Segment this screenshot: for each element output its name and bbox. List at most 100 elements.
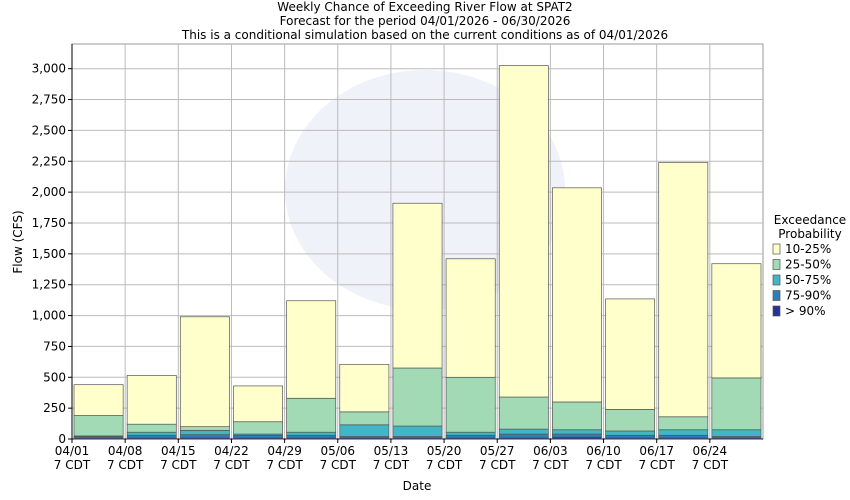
bar-segment: [179, 434, 230, 439]
bar-segment: [445, 434, 496, 439]
bar-segment: [339, 411, 390, 426]
legend-swatch: [772, 290, 781, 301]
bar-segment: [179, 430, 230, 436]
x-tick-label: 7 CDT: [426, 458, 463, 472]
bar-segment: [552, 433, 602, 438]
x-tick-label: 06/24: [693, 444, 728, 458]
x-tick-label: 06/10: [586, 444, 621, 458]
bar-segment: [498, 433, 549, 439]
bar-segment: [286, 434, 337, 439]
x-tick-label: 7 CDT: [160, 458, 197, 472]
bar-segment: [233, 434, 283, 439]
bar-segment: [233, 385, 283, 423]
x-tick-label: 7 CDT: [373, 458, 410, 472]
x-tick-label: 04/22: [214, 444, 249, 458]
x-tick-label: 05/20: [427, 444, 462, 458]
legend-label: 50-75%: [785, 273, 831, 287]
bar-segment: [179, 426, 230, 431]
x-tick-label: 7 CDT: [54, 458, 91, 472]
bar-segment: [126, 431, 177, 436]
x-tick-label: 7 CDT: [585, 458, 622, 472]
x-tick-label: 06/17: [639, 444, 674, 458]
bar-segment: [339, 363, 390, 413]
y-axis-label: Flow (CFS): [11, 210, 25, 273]
legend-swatch: [772, 243, 781, 255]
y-tick-label: 3,000: [32, 62, 66, 76]
x-tick-label: 7 CDT: [638, 458, 675, 472]
bar-segment: [498, 65, 549, 398]
y-tick-label: 2,750: [32, 93, 66, 107]
bar-segment: [658, 416, 709, 431]
x-tick-label: 7 CDT: [320, 458, 357, 472]
bar-segment: [392, 202, 443, 369]
bar-segment: [392, 425, 443, 437]
bar-segment: [286, 397, 337, 433]
y-tick-label: 1,000: [32, 309, 66, 323]
bar-segment: [711, 429, 762, 437]
bar-segment: [498, 396, 549, 430]
bar-segment: [552, 429, 602, 435]
bar-segment: [552, 187, 602, 403]
bar-segment: [73, 415, 124, 437]
x-tick-label: 7 CDT: [213, 458, 250, 472]
bar-segment: [126, 423, 177, 433]
bar-segment: [445, 376, 496, 433]
x-tick-label: 04/08: [108, 444, 143, 458]
x-tick-label: 04/29: [267, 444, 302, 458]
legend-swatch: [772, 259, 781, 270]
legend-title: Exceedance: [774, 213, 846, 227]
bar-segment: [445, 431, 496, 436]
legend-label: 25-50%: [785, 258, 831, 272]
bar-segment: [605, 434, 656, 439]
bar-segment: [658, 429, 709, 436]
y-tick-label: 2,500: [32, 123, 66, 137]
x-tick-label: 06/03: [533, 444, 568, 458]
y-tick-label: 750: [43, 339, 66, 353]
y-tick-label: 500: [43, 370, 66, 384]
legend-label: > 90%: [785, 304, 826, 318]
bar-segment: [552, 401, 602, 431]
bar-segment: [658, 434, 709, 439]
x-tick-label: 05/06: [320, 444, 355, 458]
x-tick-label: 7 CDT: [107, 458, 144, 472]
y-tick-label: 2,000: [32, 185, 66, 199]
y-tick-label: 0: [58, 432, 66, 446]
bar-segment: [126, 375, 177, 425]
x-tick-label: 7 CDT: [532, 458, 569, 472]
legend-title: Probability: [778, 227, 841, 241]
x-tick-label: 04/01: [55, 444, 90, 458]
y-tick-label: 250: [43, 401, 66, 415]
bar-segment: [233, 421, 283, 435]
x-axis-label: Date: [403, 479, 432, 493]
y-tick-label: 1,500: [32, 247, 66, 261]
x-tick-label: 05/13: [374, 444, 409, 458]
y-tick-label: 2,250: [32, 154, 66, 168]
bar-segment: [179, 316, 230, 428]
x-tick-label: 7 CDT: [479, 458, 516, 472]
legend-swatch: [772, 305, 781, 317]
legend-label: 75-90%: [785, 289, 831, 303]
bar-segment: [605, 409, 656, 432]
bar-segment: [498, 428, 549, 435]
bar-segment: [73, 384, 124, 416]
bar-segment: [339, 424, 390, 437]
x-tick-label: 04/15: [161, 444, 196, 458]
bar-segment: [658, 162, 709, 418]
legend-swatch: [772, 274, 781, 286]
bar-segment: [286, 431, 337, 436]
legend-label: 10-25%: [785, 242, 831, 256]
chart-title: Weekly Chance of Exceeding River Flow at…: [277, 0, 572, 14]
bar-segment: [711, 263, 762, 379]
bar-segment: [126, 434, 177, 439]
y-tick-label: 1,750: [32, 216, 66, 230]
bar-segment: [286, 300, 337, 399]
bar-segment: [605, 298, 656, 410]
bar-segment: [445, 258, 496, 378]
x-tick-label: 7 CDT: [692, 458, 729, 472]
chart-subtitle: Forecast for the period 04/01/2026 - 06/…: [280, 14, 571, 28]
x-tick-label: 05/27: [480, 444, 515, 458]
y-tick-label: 1,250: [32, 278, 66, 292]
bar-segment: [711, 377, 762, 431]
x-tick-label: 7 CDT: [266, 458, 303, 472]
